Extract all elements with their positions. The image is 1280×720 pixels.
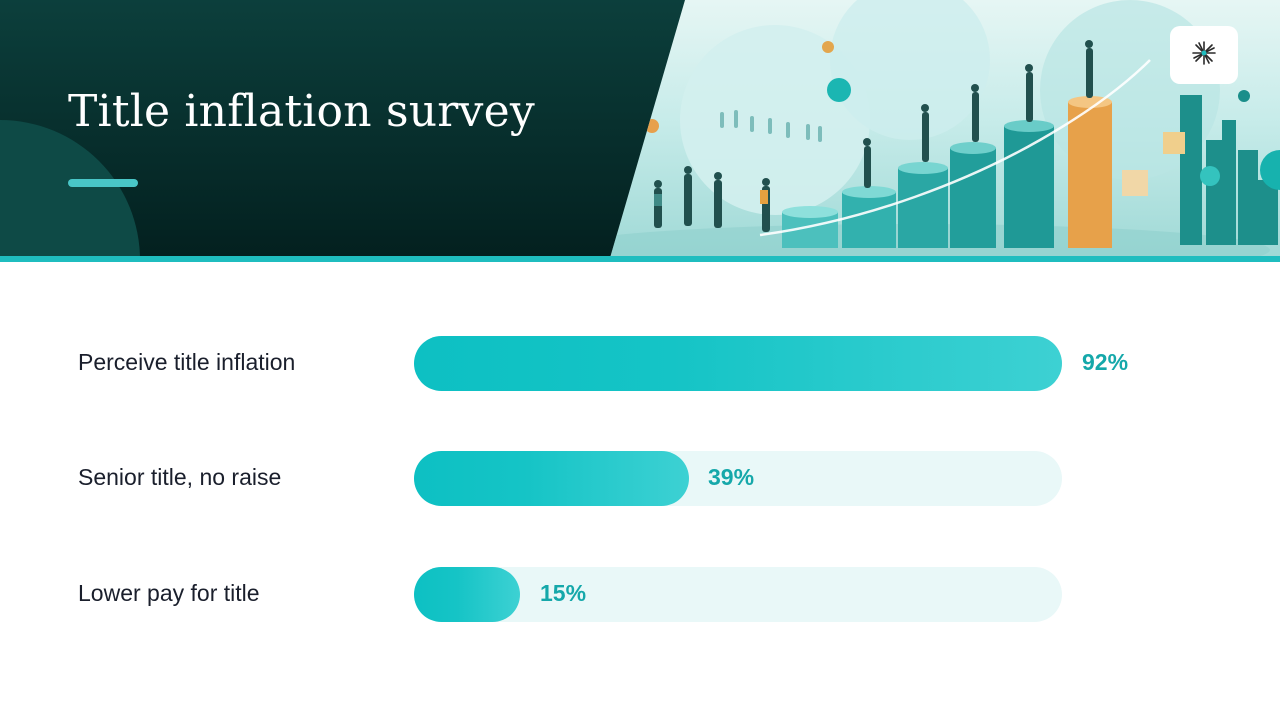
stat-label: Senior title, no raise xyxy=(78,464,282,490)
stat-label: Perceive title inflation xyxy=(78,349,296,375)
stat-bar-track xyxy=(414,567,1062,622)
stat-value: 92% xyxy=(1082,349,1129,375)
stat-bar-track xyxy=(414,451,1062,506)
stat-value: 39% xyxy=(708,464,755,490)
stat-row: Lower pay for title 15% xyxy=(0,567,1280,623)
stat-bar-fill xyxy=(414,336,1062,391)
logo-badge xyxy=(1170,26,1238,84)
header-accent-stripe xyxy=(0,256,1280,262)
stat-bar-track xyxy=(414,336,1062,391)
asterisk-logo-icon xyxy=(1191,40,1217,71)
stat-row: Perceive title inflation 92% xyxy=(0,336,1280,392)
header-illustration xyxy=(610,0,1280,258)
stat-row: Senior title, no raise 39% xyxy=(0,451,1280,507)
stat-bar-fill xyxy=(414,567,520,622)
title-underline xyxy=(68,179,138,187)
stat-label: Lower pay for title xyxy=(78,580,260,606)
header-banner: Title inflation survey xyxy=(0,0,1280,262)
stat-value: 15% xyxy=(540,580,587,606)
page-title: Title inflation survey xyxy=(68,86,535,137)
stat-bar-fill xyxy=(414,451,689,506)
